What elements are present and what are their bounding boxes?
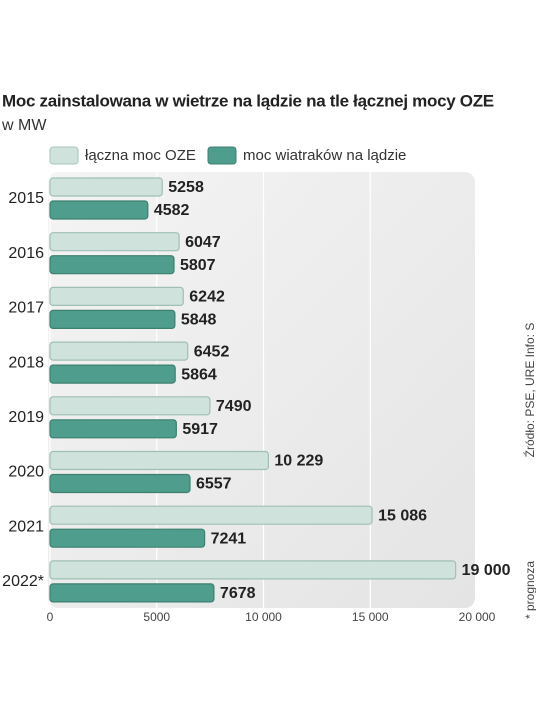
- bar: [49, 396, 211, 416]
- y-tick-label: 2015: [8, 190, 44, 207]
- y-tick-label: 2022*: [2, 573, 44, 590]
- bar: [49, 364, 176, 384]
- data-label: 5864: [181, 366, 217, 383]
- bar: [49, 232, 180, 252]
- data-label: 5917: [182, 421, 218, 438]
- data-label: 7678: [220, 585, 256, 602]
- source: Źródło: PSE, URE Info: S: [522, 323, 536, 458]
- bar: [49, 505, 373, 525]
- legend-label: łączna moc OZE: [85, 147, 196, 164]
- data-label: 6242: [189, 289, 225, 306]
- bar: [49, 419, 177, 439]
- plot-background: [48, 172, 475, 608]
- chart-subtitle: w MW: [1, 117, 47, 134]
- bar: [49, 450, 269, 471]
- bar: [49, 255, 175, 275]
- x-tick-label: 20 000: [459, 610, 496, 624]
- bar: [49, 200, 149, 220]
- bar: [49, 177, 163, 197]
- bar: [49, 309, 176, 329]
- x-tick-label: 10 000: [245, 610, 282, 624]
- bar: [49, 341, 189, 361]
- legend-swatch: [49, 146, 79, 165]
- data-label: 5258: [168, 179, 204, 196]
- x-tick-label: 0: [47, 610, 54, 624]
- legend-label: moc wiatraków na lądzie: [243, 147, 406, 164]
- data-label: 5848: [181, 312, 217, 329]
- bar: [49, 583, 215, 603]
- y-tick-label: 2018: [8, 354, 44, 371]
- bar: [49, 473, 191, 494]
- data-label: 19 000: [462, 562, 511, 579]
- bar: [49, 286, 184, 306]
- x-tick-label: 15 000: [352, 610, 389, 624]
- note: * prognoza: [523, 561, 536, 619]
- bar: [49, 560, 457, 580]
- legend-swatch: [207, 146, 237, 165]
- y-tick-label: 2020: [8, 464, 44, 481]
- bar: [49, 528, 206, 548]
- data-label: 6452: [194, 343, 230, 360]
- y-tick-label: 2016: [8, 245, 44, 262]
- data-label: 7241: [211, 530, 247, 547]
- data-label: 7490: [216, 398, 252, 415]
- y-tick-label: 2019: [8, 409, 44, 426]
- data-label: 6557: [196, 476, 232, 493]
- data-label: 10 229: [274, 453, 323, 470]
- data-label: 6047: [185, 234, 221, 251]
- y-tick-label: 2021: [8, 518, 44, 535]
- data-label: 15 086: [378, 507, 427, 524]
- x-tick-label: 5000: [143, 610, 170, 624]
- y-tick-label: 2017: [8, 300, 44, 317]
- data-label: 5807: [180, 257, 216, 274]
- data-label: 4582: [154, 202, 190, 219]
- chart-title: Moc zainstalowana w wietrze na lądzie na…: [2, 91, 494, 110]
